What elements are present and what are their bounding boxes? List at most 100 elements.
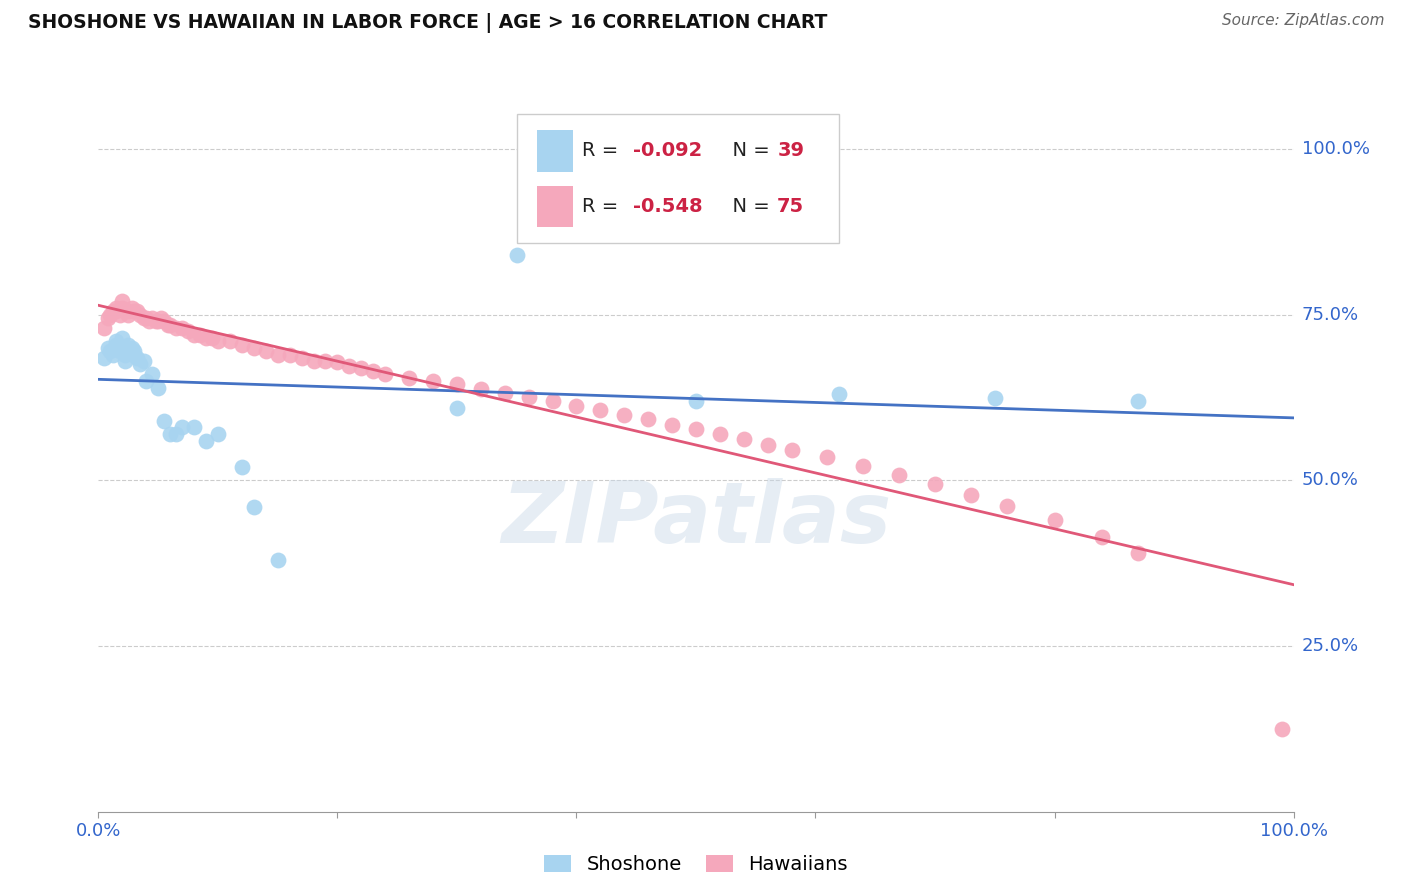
Point [267,553,290,567]
Text: N =: N = [720,141,776,161]
Point [101,304,124,318]
Point [709,427,731,442]
Text: 50.0%: 50.0% [1302,471,1358,490]
Point [125,351,148,365]
Point [337,359,360,374]
Point [125,304,148,318]
Point [231,460,253,475]
Point [97,341,120,355]
Point [117,337,139,351]
Point [172,321,194,335]
Legend: Shoshone, Hawaiians: Shoshone, Hawaiians [536,847,856,882]
Point [183,420,205,434]
FancyBboxPatch shape [537,186,572,227]
Point [446,401,468,415]
Point [201,331,224,345]
Text: R =: R = [582,197,624,216]
Point [105,304,128,318]
Point [124,347,146,361]
Point [98,308,122,322]
Point [148,314,170,328]
Point [98,344,122,359]
Point [828,387,851,401]
Point [114,347,136,361]
Point [983,391,1005,405]
Point [852,458,875,473]
Point [183,327,205,342]
Text: 100.0%: 100.0% [1302,140,1369,158]
Point [114,354,136,368]
Point [108,341,131,355]
Point [315,354,337,368]
Point [194,331,217,345]
Point [93,321,115,335]
Point [135,311,157,326]
Point [121,341,143,355]
Point [159,318,181,332]
Point [165,427,187,442]
Point [153,314,176,328]
Point [278,347,301,361]
Point [685,393,707,408]
Point [111,331,134,345]
Point [111,294,134,309]
Point [1128,393,1150,408]
Point [1128,546,1150,560]
Point [374,368,396,382]
Point [156,318,179,332]
Point [132,354,155,368]
Point [302,354,325,368]
Point [135,374,157,388]
Point [148,381,170,395]
FancyBboxPatch shape [537,130,572,171]
Point [350,360,373,375]
Point [108,308,131,322]
Point [145,314,167,328]
Point [108,344,131,359]
Text: 75: 75 [778,197,804,216]
Point [661,417,683,432]
Point [159,427,181,442]
Point [565,399,588,413]
Text: ZIPatlas: ZIPatlas [501,478,891,561]
Point [194,434,217,448]
Point [188,327,211,342]
Point [105,337,128,351]
Point [111,301,134,315]
Point [219,334,242,349]
Point [101,347,124,361]
Text: Source: ZipAtlas.com: Source: ZipAtlas.com [1222,13,1385,29]
Point [153,414,176,428]
Point [613,409,636,423]
Point [97,311,120,326]
Point [995,499,1018,513]
Point [111,341,134,355]
Text: 39: 39 [778,141,804,161]
Point [254,344,277,359]
Point [363,364,385,378]
Point [117,308,139,322]
Point [959,488,981,502]
Point [243,500,266,514]
Point [398,370,420,384]
Point [541,393,564,408]
Point [207,334,229,349]
Point [924,477,946,491]
Point [589,403,612,417]
Point [105,301,128,315]
Point [93,351,115,365]
Point [422,374,444,388]
Point [506,248,529,262]
Point [637,412,659,426]
Point [815,450,838,465]
Point [267,347,290,361]
Point [117,304,139,318]
Text: 25.0%: 25.0% [1302,637,1360,655]
Point [756,437,779,451]
Point [149,311,172,326]
Point [446,377,468,392]
Point [889,468,911,483]
Point [105,334,128,349]
Point [117,344,139,359]
Point [177,324,200,338]
